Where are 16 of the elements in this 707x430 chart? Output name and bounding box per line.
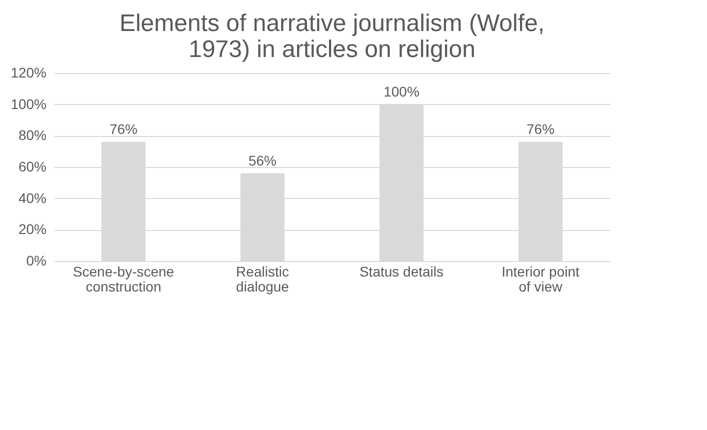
y-tick-label: 120% [10,64,46,80]
y-tick-label: 40% [18,190,46,206]
y-tick-label: 20% [18,221,46,238]
x-tick-label: Status details [359,264,444,280]
chart-title: Elements of narrative journalism (Wolfe, 1973) in articles on religion [119,10,545,63]
y-tick-label: 60% [18,158,46,174]
data-label: 56% [248,152,277,168]
x-tick-label: Interior point of view [502,264,580,294]
x-tick-label: Scene-by-scene construction [72,264,174,294]
data-label: 100% [384,83,420,100]
x-tick-label: Realistic dialogue [236,264,290,294]
data-label: 76% [109,120,138,137]
y-tick-label: 0% [26,252,46,268]
y-tick-label: 100% [10,96,46,112]
data-label: 76% [526,120,555,137]
y-tick-label: 80% [18,127,46,144]
